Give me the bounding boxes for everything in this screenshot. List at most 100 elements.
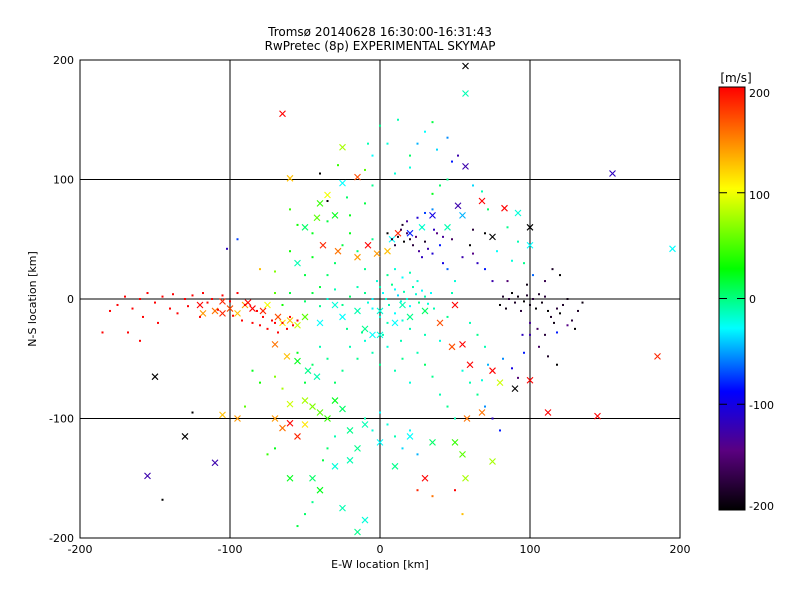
dot-marker (511, 367, 513, 370)
dot-marker (364, 202, 366, 205)
dot-marker (406, 232, 408, 235)
cross-marker (429, 211, 436, 219)
dot-marker (349, 295, 351, 298)
dot-marker (416, 216, 419, 219)
y-ticks (80, 59, 680, 539)
dot-marker (187, 305, 189, 308)
colorbar-tick-label: -100 (749, 399, 774, 412)
dot-marker (415, 293, 417, 296)
dot-marker (416, 453, 419, 456)
dot-marker (379, 124, 381, 127)
cross-marker (301, 223, 309, 231)
cross-marker (654, 352, 661, 360)
dot-marker (520, 309, 522, 312)
dot-marker (431, 252, 434, 255)
cross-marker (361, 516, 369, 524)
dot-marker (400, 339, 402, 342)
dot-marker (397, 235, 399, 238)
dot-marker (431, 375, 434, 378)
dot-marker (421, 226, 423, 229)
dot-marker (184, 298, 186, 300)
x-tick-label: -200 (68, 543, 93, 556)
dot-marker (553, 321, 555, 324)
dot-marker (289, 208, 291, 211)
dot-marker (439, 184, 441, 187)
dot-marker (334, 288, 336, 291)
dot-marker (296, 319, 299, 322)
cross-marker (436, 319, 444, 327)
dot-marker (311, 292, 314, 295)
colorbar-tick-label: 200 (749, 87, 770, 100)
dot-marker (206, 301, 209, 304)
dot-marker (577, 309, 579, 312)
dot-marker (346, 196, 348, 199)
dot-marker (161, 295, 164, 298)
cross-marker (354, 528, 361, 536)
dot-marker (116, 303, 119, 306)
dot-marker (217, 308, 219, 311)
dot-marker (424, 295, 426, 298)
dot-marker (566, 324, 569, 327)
dot-marker (523, 300, 525, 303)
cross-marker (459, 341, 466, 348)
y-tick-label: -200 (49, 532, 74, 545)
y-tick-label: 100 (53, 174, 74, 187)
dot-marker (244, 303, 246, 306)
dot-marker (541, 301, 543, 304)
dot-marker (538, 293, 540, 296)
cross-marker (526, 376, 534, 384)
dot-marker (406, 220, 408, 223)
colorbar-tick-label: 100 (749, 189, 770, 202)
dot-marker (319, 172, 321, 175)
dot-marker (461, 256, 464, 259)
cross-marker (354, 173, 361, 181)
dot-marker (535, 307, 537, 310)
dot-marker (476, 262, 479, 265)
cross-marker (339, 143, 346, 151)
dot-marker (292, 324, 294, 327)
cross-marker (429, 439, 436, 446)
dot-marker (442, 235, 444, 238)
cross-marker (364, 241, 372, 249)
dot-marker (551, 268, 554, 271)
cross-marker (376, 439, 384, 446)
dot-marker (161, 498, 164, 501)
cross-marker (421, 307, 429, 315)
dot-marker (274, 447, 276, 450)
x-tick-label: 200 (670, 543, 691, 556)
dot-marker (349, 232, 351, 235)
cross-marker (199, 309, 207, 317)
data-points (101, 62, 676, 536)
dot-marker (431, 208, 434, 211)
dot-marker (394, 244, 396, 247)
cross-marker (444, 223, 451, 231)
dot-marker (221, 294, 224, 297)
dot-marker (202, 292, 204, 295)
dot-marker (446, 178, 449, 181)
dot-marker (526, 283, 528, 286)
dot-marker (311, 363, 314, 366)
dot-marker (386, 321, 389, 324)
cross-marker (339, 313, 346, 321)
dot-marker (391, 283, 393, 286)
cross-marker (313, 373, 321, 381)
dot-marker (367, 301, 369, 304)
dot-marker (386, 142, 389, 145)
dot-marker (326, 274, 329, 277)
cross-marker (234, 309, 241, 317)
cross-marker (361, 325, 369, 333)
dot-marker (487, 208, 489, 211)
dot-marker (334, 262, 336, 265)
dot-marker (517, 376, 519, 379)
dot-marker (484, 232, 486, 235)
dot-marker (484, 345, 486, 348)
y-tick-label: 200 (53, 54, 74, 67)
cross-marker (354, 253, 361, 261)
dot-marker (191, 294, 194, 297)
dot-marker (547, 309, 549, 312)
dot-marker (476, 393, 479, 396)
cross-marker (478, 197, 486, 205)
cross-marker (369, 331, 376, 339)
dot-marker (371, 351, 374, 354)
cross-marker (462, 474, 469, 482)
